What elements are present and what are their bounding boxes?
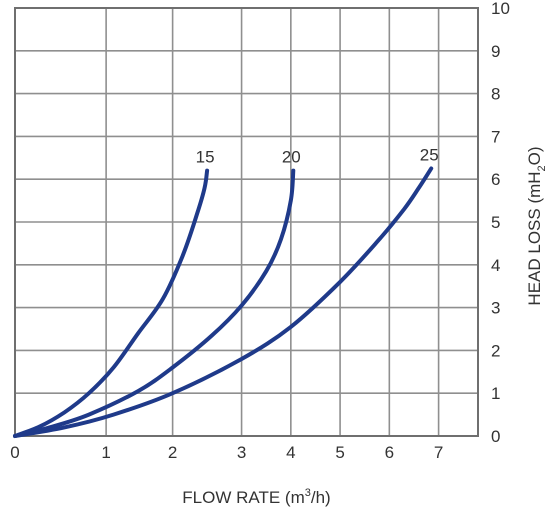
grid: [15, 7, 478, 436]
y-tick-label-5: 5: [491, 213, 500, 232]
plot-frame: [14, 7, 479, 437]
y-tick-label-10: 10: [491, 0, 510, 18]
x-tick-label-4: 4: [286, 443, 295, 462]
x-tick-label-0: 0: [10, 443, 19, 462]
x-tick-labels: 0 1 2 3 4 5 6 7: [10, 443, 443, 462]
x-tick-label-2: 2: [168, 443, 177, 462]
y-tick-label-3: 3: [491, 299, 500, 318]
y-tick-labels: 0 1 2 3 4 5 6 7 8 9 10: [491, 0, 510, 446]
series-line-20: [13, 168, 296, 438]
series-label-15: 15: [196, 148, 215, 167]
y-axis-label: HEAD LOSS (mH2O): [525, 146, 548, 305]
y-tick-label-6: 6: [491, 170, 500, 189]
series-group: 15 20 25: [13, 146, 439, 438]
series-line-15: [13, 168, 210, 438]
y-tick-label-1: 1: [491, 384, 500, 403]
x-tick-label-7: 7: [434, 443, 443, 462]
x-tick-label-1: 1: [101, 443, 110, 462]
y-tick-label-7: 7: [491, 127, 500, 146]
x-tick-label-5: 5: [335, 443, 344, 462]
y-tick-label-0: 0: [491, 427, 500, 446]
y-tick-label-2: 2: [491, 341, 500, 360]
series-label-20: 20: [282, 148, 301, 167]
x-tick-label-6: 6: [385, 443, 394, 462]
y-tick-label-4: 4: [491, 256, 500, 275]
y-tick-label-9: 9: [491, 42, 500, 61]
x-tick-label-3: 3: [237, 443, 246, 462]
x-axis-label: FLOW RATE (m3/h): [182, 487, 330, 507]
y-tick-label-8: 8: [491, 85, 500, 104]
series-label-25: 25: [420, 146, 439, 165]
series-line-25: [13, 166, 434, 438]
